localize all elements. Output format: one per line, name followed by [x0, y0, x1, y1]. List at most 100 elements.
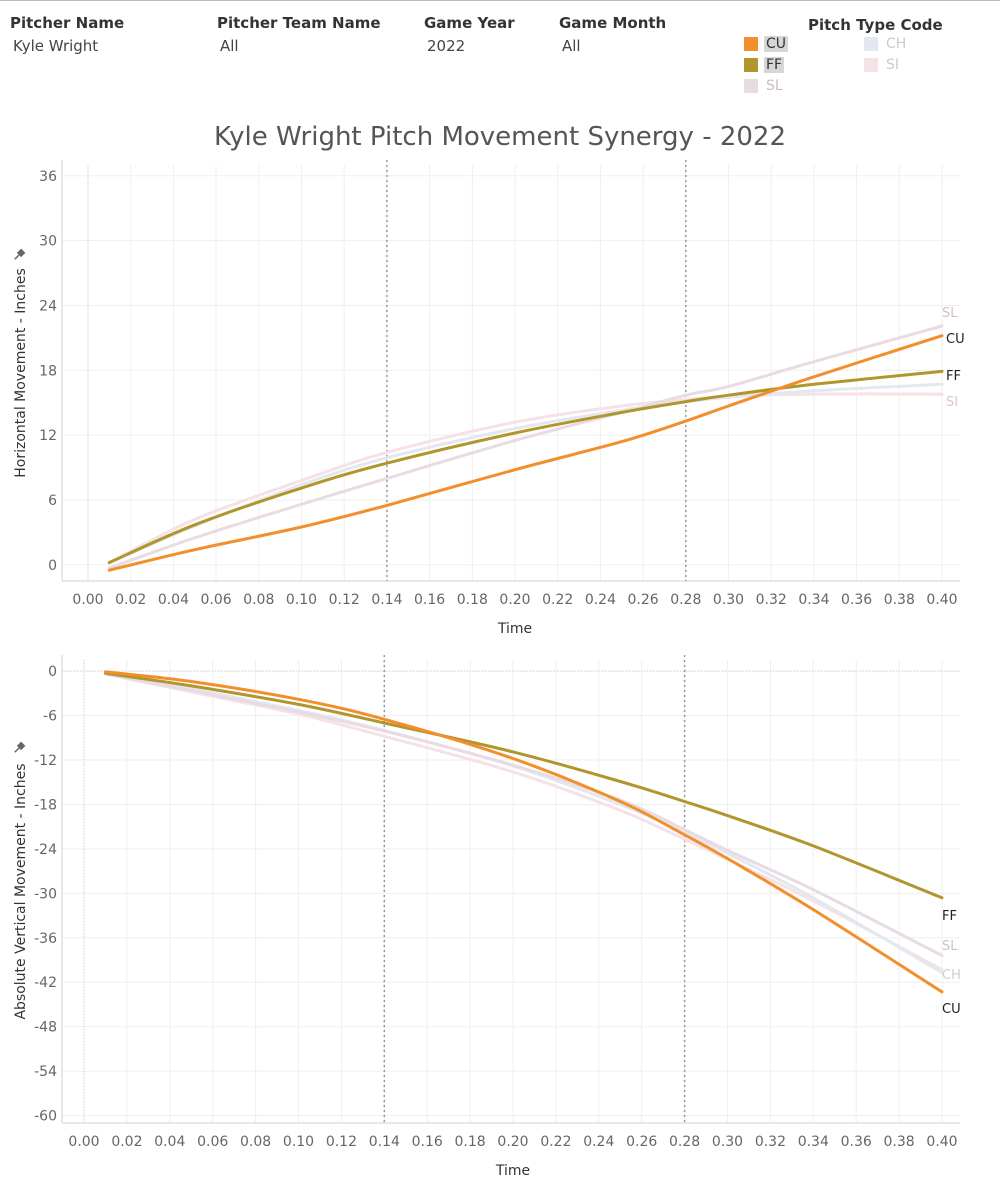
- x-tick-label: 0.08: [243, 592, 274, 608]
- legend-label: FF: [764, 57, 784, 73]
- x-tick-label: 0.34: [798, 592, 829, 608]
- series-end-label-cu: CU: [946, 332, 965, 347]
- series-line-ff: [106, 673, 943, 898]
- x-tick-label: 0.00: [68, 1134, 99, 1150]
- filter-title: Pitcher Name: [10, 14, 124, 32]
- series-line-cu: [109, 336, 942, 571]
- x-tick-label: 0.28: [670, 592, 701, 608]
- x-tick-label: 0.18: [455, 1134, 486, 1150]
- series-line-si: [109, 394, 942, 563]
- y-tick-label: 18: [39, 363, 57, 379]
- legend-item-sl[interactable]: SL: [744, 78, 785, 94]
- y-tick-label: 30: [39, 234, 57, 250]
- x-tick-label: 0.10: [286, 592, 317, 608]
- x-tick-label: 0.34: [798, 1134, 829, 1150]
- filter-title: Game Year: [424, 14, 515, 32]
- legend-item-ch[interactable]: CH: [864, 36, 908, 52]
- y-tick-label: 0: [48, 558, 57, 574]
- y-tick-label: 0: [48, 664, 57, 680]
- series-line-ch: [106, 673, 943, 972]
- legend-label: SL: [764, 78, 785, 94]
- x-tick-label: 0.06: [197, 1134, 228, 1150]
- x-tick-label: 0.16: [414, 592, 445, 608]
- filter-value[interactable]: Kyle Wright: [10, 37, 124, 55]
- filter-title: Game Month: [559, 14, 666, 32]
- series-line-si: [106, 674, 943, 970]
- legend-swatch: [864, 37, 878, 51]
- series-line-cu: [106, 672, 943, 992]
- x-tick-label: 0.06: [201, 592, 232, 608]
- legend-label: SI: [884, 57, 901, 73]
- x-tick-label: 0.38: [884, 592, 915, 608]
- x-tick-label: 0.08: [240, 1134, 271, 1150]
- pin-icon-needle: [15, 748, 19, 752]
- pin-icon: [13, 742, 26, 755]
- series-end-label-ff: FF: [942, 909, 957, 924]
- legend-item-si[interactable]: SI: [864, 57, 901, 73]
- x-tick-label: 0.40: [926, 592, 957, 608]
- legend-item-cu[interactable]: CU: [744, 36, 788, 52]
- x-tick-label: 0.24: [583, 1134, 614, 1150]
- y-tick-label: -60: [34, 1109, 57, 1125]
- legend-item-ff[interactable]: FF: [744, 57, 784, 73]
- x-tick-label: 0.20: [497, 1134, 528, 1150]
- y-tick-label: 12: [39, 428, 57, 444]
- y-tick-label: 24: [39, 298, 57, 314]
- filter-pitcher-name[interactable]: Pitcher Name Kyle Wright: [10, 14, 124, 55]
- legend-swatch: [744, 37, 758, 51]
- legend-label: CU: [764, 36, 788, 52]
- filter-value[interactable]: 2022: [424, 37, 515, 55]
- legend-swatch: [864, 58, 878, 72]
- y-axis-title: Horizontal Movement - Inches: [13, 268, 29, 478]
- x-tick-label: 0.30: [712, 1134, 743, 1150]
- x-tick-label: 0.14: [371, 592, 402, 608]
- y-tick-label: -6: [43, 709, 57, 725]
- y-tick-label: 6: [48, 493, 57, 509]
- chart-title: Kyle Wright Pitch Movement Synergy - 202…: [0, 122, 1000, 152]
- y-tick-label: -24: [34, 842, 57, 858]
- x-axis-title: Time: [497, 621, 532, 637]
- y-tick-label: 36: [39, 169, 57, 185]
- x-axis-title: Time: [495, 1163, 530, 1179]
- filter-title: Pitcher Team Name: [217, 14, 381, 32]
- series-end-label-ff: FF: [946, 369, 961, 384]
- x-tick-label: 0.26: [628, 592, 659, 608]
- x-tick-label: 0.30: [713, 592, 744, 608]
- x-tick-label: 0.28: [669, 1134, 700, 1150]
- series-line-ch: [109, 384, 942, 562]
- pin-icon-needle: [15, 255, 19, 259]
- y-tick-label: -36: [34, 931, 57, 947]
- x-tick-label: 0.04: [158, 592, 189, 608]
- x-tick-label: 0.16: [412, 1134, 443, 1150]
- y-tick-label: -54: [34, 1064, 57, 1080]
- x-tick-label: 0.22: [542, 592, 573, 608]
- y-tick-label: -12: [34, 753, 57, 769]
- filter-game-month[interactable]: Game Month All: [559, 14, 666, 55]
- legend-title: Pitch Type Code: [808, 16, 943, 34]
- filter-value[interactable]: All: [217, 37, 381, 55]
- y-tick-label: -18: [34, 797, 57, 813]
- legend-swatch: [744, 79, 758, 93]
- x-tick-label: 0.14: [369, 1134, 400, 1150]
- filter-value[interactable]: All: [559, 37, 666, 55]
- y-tick-label: -48: [34, 1020, 57, 1036]
- series-end-label-ch: CH: [942, 968, 961, 983]
- x-tick-label: 0.38: [884, 1134, 915, 1150]
- series-line-sl: [109, 326, 942, 568]
- x-tick-label: 0.10: [283, 1134, 314, 1150]
- series-end-label-sl: SL: [942, 306, 958, 321]
- y-axis-title: Absolute Vertical Movement - Inches: [13, 763, 29, 1019]
- filter-game-year[interactable]: Game Year 2022: [424, 14, 515, 55]
- legend-label: CH: [884, 36, 908, 52]
- series-end-label-cu: CU: [942, 1002, 961, 1017]
- horizontal-movement-chart: 0.00 0.02 0.04 0.06 0.08 0.10 0.12 0.14 0.16 0.18…: [0, 155, 1000, 645]
- x-tick-label: 0.32: [755, 1134, 786, 1150]
- filter-team-name[interactable]: Pitcher Team Name All: [217, 14, 381, 55]
- legend-swatch: [744, 58, 758, 72]
- x-tick-label: 0.36: [841, 1134, 872, 1150]
- x-tick-label: 0.36: [841, 592, 872, 608]
- top-border: [0, 0, 1000, 1]
- x-tick-label: 0.26: [626, 1134, 657, 1150]
- x-tick-label: 0.02: [115, 592, 146, 608]
- x-tick-label: 0.02: [111, 1134, 142, 1150]
